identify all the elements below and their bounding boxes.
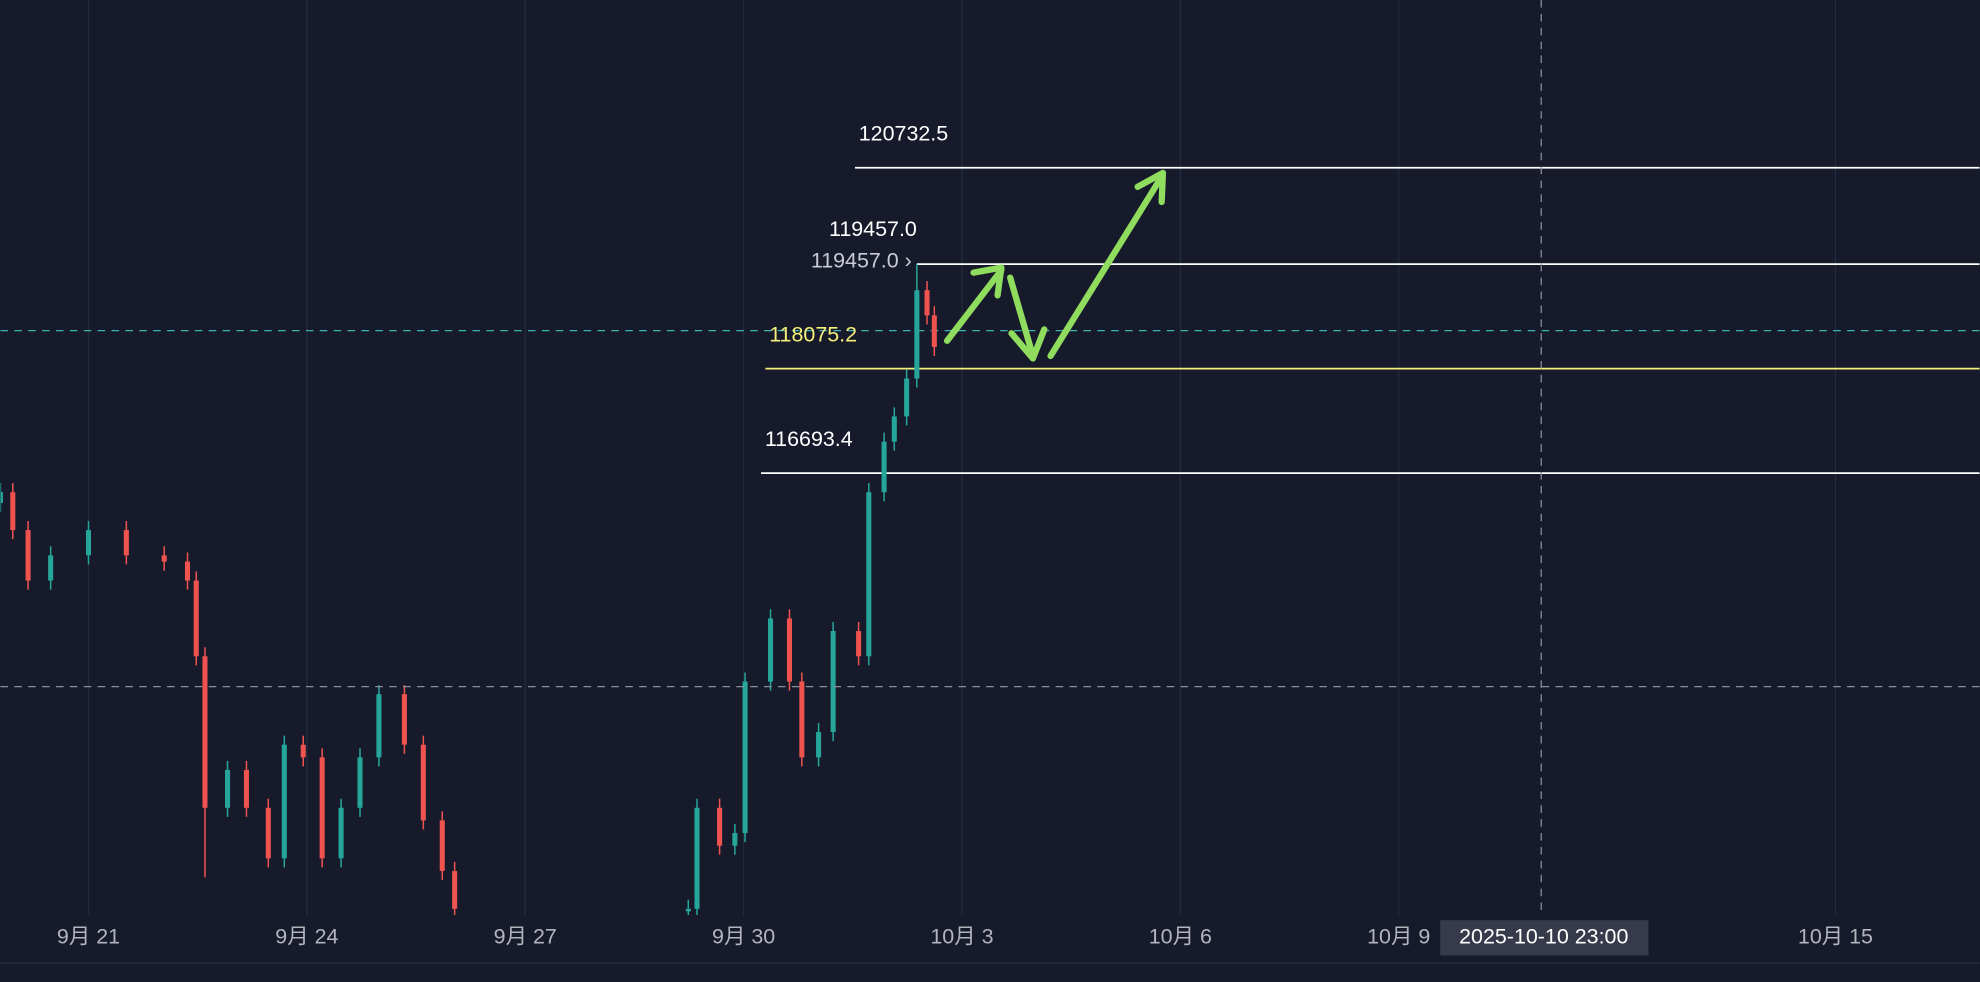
candle-body <box>439 820 445 871</box>
candle-body <box>694 807 700 909</box>
candle-body <box>225 769 231 808</box>
candle-body <box>265 807 271 859</box>
candle-body <box>799 681 805 758</box>
candle-body <box>742 681 748 834</box>
high-label: 119457.0 <box>829 217 917 241</box>
x-tick-label: 10月 9 <box>1367 924 1430 948</box>
candle-body <box>420 744 426 821</box>
candle-body <box>452 870 458 909</box>
candle-body <box>300 744 306 758</box>
candle-body <box>281 744 287 859</box>
levels: 120732.5 119457.0 › 118075.2 116693.4 119457… <box>0 122 1980 475</box>
arrow-head <box>1134 169 1167 206</box>
level-label: 120732.5 <box>859 122 948 146</box>
candle-body <box>357 757 363 808</box>
level-label: 118075.2 <box>769 323 857 347</box>
x-tick-label: 9月 30 <box>712 924 775 948</box>
candle-body <box>0 492 3 503</box>
candle-body <box>319 757 325 859</box>
candle-body <box>914 290 920 379</box>
candle-body <box>184 561 191 581</box>
axis-band <box>0 915 1980 982</box>
crosshair: 2025-10-10 23:00 <box>0 0 1980 956</box>
candle-body <box>924 290 930 316</box>
arrow-head <box>970 264 1005 299</box>
x-tick-label: 9月 27 <box>494 924 557 948</box>
candles <box>0 264 937 916</box>
candle-body <box>931 315 937 347</box>
x-tick-label: 9月 24 <box>275 924 338 948</box>
candle-body <box>904 378 910 417</box>
candle-body <box>338 807 344 859</box>
candle-body <box>685 908 691 912</box>
arrow <box>1007 274 1037 360</box>
candle-body <box>891 416 897 442</box>
candle-body <box>123 530 129 556</box>
candle-body <box>193 580 199 657</box>
x-tick-label: 10月 3 <box>930 924 993 948</box>
candle-body <box>881 441 887 493</box>
candle-body <box>717 807 723 846</box>
candle-body <box>768 618 774 682</box>
x-tick-label: 10月 15 <box>1798 924 1873 948</box>
level-label: 116693.4 <box>765 427 853 451</box>
candle-body <box>786 618 792 682</box>
candle-body <box>202 656 208 808</box>
candle-body <box>48 555 54 581</box>
grid <box>87 0 1837 916</box>
candle-body <box>866 492 872 657</box>
x-tick-label: 9月 21 <box>57 924 120 948</box>
candle-body <box>243 769 249 808</box>
candle-body <box>161 555 167 562</box>
candle-body <box>25 530 31 581</box>
candle-body <box>732 833 738 846</box>
level-label: 119457.0 › <box>811 248 912 272</box>
candle-body <box>401 694 407 745</box>
x-tick-label: 10月 6 <box>1149 924 1212 948</box>
candle-body <box>816 732 822 758</box>
candle-body <box>85 530 92 556</box>
arrow <box>943 266 1005 344</box>
drawing-arrows <box>943 169 1167 362</box>
candle-body <box>830 631 836 733</box>
candle-body <box>10 492 16 531</box>
arrow <box>1047 173 1165 360</box>
crosshair-label-box <box>1440 920 1649 956</box>
crosshair-label: 2025-10-10 23:00 <box>1459 924 1628 948</box>
candle-body <box>856 631 862 657</box>
arrow-head <box>1008 326 1048 362</box>
candle-body <box>376 694 382 758</box>
x-axis: 9月 21 9月 24 9月 27 9月 30 10月 3 10月 6 10月 9 10月 1… <box>0 915 1980 982</box>
